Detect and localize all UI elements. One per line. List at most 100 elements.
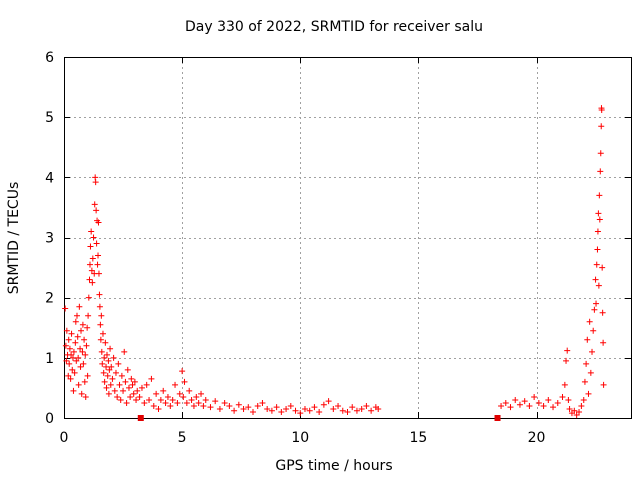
data-point [148,375,155,382]
data-point [160,387,167,394]
data-point [101,378,108,385]
data-point [82,351,89,358]
y-axis-label: SRMTID / TECUs [6,182,22,295]
data-point [87,243,94,250]
data-point [127,393,134,400]
data-point [363,402,370,409]
data-point [167,402,174,409]
data-point [353,407,360,414]
data-point [104,372,111,379]
data-point [580,396,587,403]
data-point [129,381,136,388]
data-point [150,402,157,409]
data-point [586,318,593,325]
data-point [235,401,242,408]
data-point [146,396,153,403]
data-point [68,330,75,337]
data-point [84,372,91,379]
data-point [584,336,591,343]
data-point [589,348,596,355]
data-point [600,381,607,388]
data-point [164,393,171,400]
data-point [349,404,356,411]
data-point [96,291,103,298]
data-point [72,339,79,346]
data-point [179,368,186,375]
data-point [112,369,119,376]
data-point [65,336,72,343]
data-point [62,305,69,312]
y-tick-label: 4 [45,170,54,186]
data-point [103,351,110,358]
data-point [74,333,81,340]
x-tick-label: 0 [60,430,69,446]
data-point [114,393,121,400]
data-point [70,348,77,355]
data-point [109,375,116,382]
data-point [72,318,79,325]
data-point [585,390,592,397]
data-point [75,381,82,388]
data-point [83,342,90,349]
data-point [85,294,92,301]
data-point [278,408,285,415]
data-point [200,402,207,409]
data-point [540,402,547,409]
data-point [107,381,114,388]
data-point [108,363,115,370]
square-markers [137,415,501,421]
data-point [97,336,104,343]
data-point [521,398,528,405]
data-point [565,396,572,403]
axis-ticks [64,57,631,419]
x-tick-label: 15 [409,430,427,446]
data-point [78,390,85,397]
data-point [597,168,604,175]
data-point [563,357,570,364]
data-point [80,360,87,367]
square-marker [137,415,144,421]
data-point [344,408,351,415]
data-point [507,404,514,411]
data-point [554,399,561,406]
y-tick-label: 5 [45,110,54,126]
data-point [564,347,571,354]
data-point [169,396,176,403]
data-point [134,387,141,394]
data-point [320,401,327,408]
data-point [587,369,594,376]
data-point [143,381,150,388]
data-point [535,399,542,406]
data-point [105,390,112,397]
data-point [93,207,100,214]
data-point [65,372,72,379]
data-point [596,216,603,223]
data-point [176,390,183,397]
data-point [578,402,585,409]
data-point [81,378,88,385]
data-point [100,369,107,376]
data-point [62,342,69,349]
data-point [82,393,89,400]
y-tick-labels: 0 1 2 3 4 5 6 [45,50,54,427]
data-point [86,261,93,268]
data-point [98,312,105,319]
data-point [193,393,200,400]
data-point [97,321,104,328]
data-point [594,228,601,235]
data-point [117,396,124,403]
data-point [583,360,590,367]
data-point [581,378,588,385]
data-point [595,210,602,217]
data-point [207,404,214,411]
data-point [231,407,238,414]
data-point [130,390,137,397]
data-point [78,327,85,334]
data-point [153,390,160,397]
data-point [122,378,129,385]
chart-title: Day 330 of 2022, SRMTID for receiver sal… [185,19,483,35]
data-point [245,404,252,411]
data-point [181,378,188,385]
data-point [75,354,82,361]
